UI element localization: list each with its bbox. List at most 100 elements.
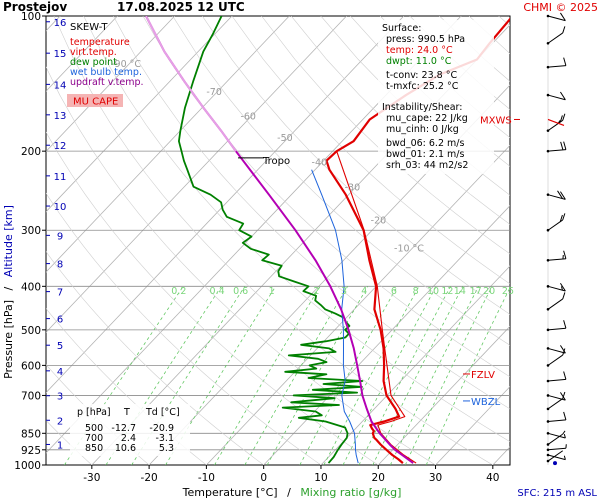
barb-station-dot	[546, 285, 550, 288]
isotherm-label: -60	[240, 111, 256, 122]
pressure-tick-label: 500	[21, 325, 41, 337]
barb-shaft	[547, 419, 566, 422]
barb-station-dot	[546, 394, 550, 397]
instability-srh03: srh_03: 44 m2/s2	[386, 160, 468, 171]
altitude-tick-label: 8	[57, 260, 63, 271]
isotherm-line	[377, 325, 510, 465]
altitude-tick-label: 6	[57, 315, 63, 326]
barb-shaft	[547, 432, 566, 439]
barb-station-dot	[546, 41, 550, 45]
barb-flag	[559, 345, 566, 354]
barb-flag	[557, 190, 563, 199]
dewpoint-line	[177, 16, 364, 464]
barb-flag	[559, 91, 566, 100]
surface-dot	[553, 461, 557, 466]
mixing-ratio-line	[372, 286, 464, 465]
isotherm-line	[46, 16, 175, 153]
mixing-ratio-line	[389, 286, 479, 465]
barb-flag	[563, 411, 567, 421]
mixing-ratio-label: 0.4	[210, 286, 225, 297]
altitude-axis-label: Altitude [km]	[2, 205, 15, 277]
levels-row-t: -12.7	[111, 423, 136, 434]
barb-flag	[563, 320, 567, 329]
date-title: 17.08.2025 12 UTC	[117, 0, 245, 14]
barb-station-dot	[546, 407, 550, 411]
x-axis-separator: /	[287, 486, 291, 499]
wind-barb	[546, 250, 567, 262]
mixing-ratio-line	[342, 286, 437, 465]
barb-shaft	[547, 347, 566, 354]
wind-barb	[546, 371, 567, 383]
barb-half-flag	[560, 286, 563, 291]
surface-dwpt: dwpt: 11.0 °C	[386, 56, 452, 67]
temperature-tick-label: -10	[198, 472, 215, 484]
altitude-tick-label: 1	[57, 440, 63, 451]
legend-title: SKEW-T	[70, 22, 108, 33]
mu-cape-badge: MU CAPE	[73, 97, 118, 108]
wind-barb	[546, 345, 566, 354]
mixing-ratio-label: 1	[269, 286, 275, 297]
isotherm-line	[206, 144, 510, 465]
levels-row-td: -20.9	[149, 423, 174, 434]
wind-barb	[546, 320, 567, 332]
barb-shaft	[547, 454, 566, 461]
dry-adiabat-line	[46, 66, 436, 465]
barb-flag	[563, 371, 567, 380]
wind-barb	[546, 57, 567, 69]
mixing-ratio-line	[244, 286, 348, 465]
altitude-tick-label: 14	[54, 80, 67, 91]
isotherm-label: -20	[371, 216, 387, 227]
levels-header-t: T	[123, 407, 130, 418]
barb-half-flag	[563, 433, 566, 439]
barb-flag	[563, 57, 567, 66]
pressure-tick-label: 300	[21, 225, 41, 237]
barb-shaft	[547, 433, 564, 445]
isotherm-label: -40	[312, 157, 328, 168]
barb-flag	[562, 292, 566, 300]
pressure-tick-label: 700	[21, 390, 41, 402]
dry-adiabat-line	[46, 251, 264, 465]
mixing-ratio-axis-label: Mixing ratio [g/kg]	[300, 486, 401, 499]
wind-barb	[546, 411, 567, 423]
instability-bwd01: bwd_01: 2.1 m/s	[386, 149, 464, 160]
tropopause-marker: Tropo	[262, 156, 290, 167]
levels-row-p: 500	[85, 423, 103, 434]
altitude-tick-label: 12	[54, 141, 67, 152]
barb-shaft	[547, 15, 566, 22]
levels-row-td: -3.1	[155, 433, 174, 444]
virtual-temperature-line	[336, 151, 417, 464]
mixing-ratio-label: 3	[341, 286, 347, 297]
wind-barb	[546, 348, 566, 367]
dry-adiabat-line	[290, 16, 510, 225]
barb-shaft	[547, 450, 564, 462]
wind-barb	[546, 91, 566, 101]
barb-station-dot	[546, 149, 550, 153]
temperature-line	[325, 17, 510, 464]
barb-shaft	[547, 327, 566, 331]
mixing-ratio-label: 4	[361, 286, 367, 297]
dry-adiabat-line	[498, 16, 510, 27]
wind-barb	[546, 453, 566, 461]
altitude-tick-label: 5	[57, 341, 63, 352]
legend-item: virt.temp.	[70, 47, 117, 58]
svg-text:Pressure [hPa] / A: Pressure [hPa] / Altitude [km]	[2, 205, 15, 379]
isotherm-line	[148, 84, 510, 465]
altitude-tick-label: 3	[57, 392, 63, 403]
levels-row-p: 850	[85, 443, 103, 454]
mixing-ratio-label: 14	[454, 286, 466, 297]
isotherm-line	[46, 16, 118, 92]
dry-adiabat-line	[83, 16, 510, 443]
dry-adiabat-line	[53, 16, 493, 465]
x-axis-title: Temperature [°C] / Mixing ratio [g/kg]	[182, 486, 402, 499]
mixing-ratio-line	[214, 286, 321, 465]
pressure-tick-label: 1000	[14, 460, 41, 472]
altitude-tick-label: 9	[57, 231, 63, 242]
altitude-tick-label: 4	[57, 367, 63, 378]
barb-shaft	[547, 398, 564, 410]
station-title: Prostejov	[3, 0, 67, 14]
pressure-axis-label: Pressure [hPa]	[2, 300, 15, 379]
mixing-ratio-label: 0.2	[171, 286, 186, 297]
mixing-ratio-line	[299, 286, 398, 465]
barb-half-flag	[562, 430, 566, 435]
